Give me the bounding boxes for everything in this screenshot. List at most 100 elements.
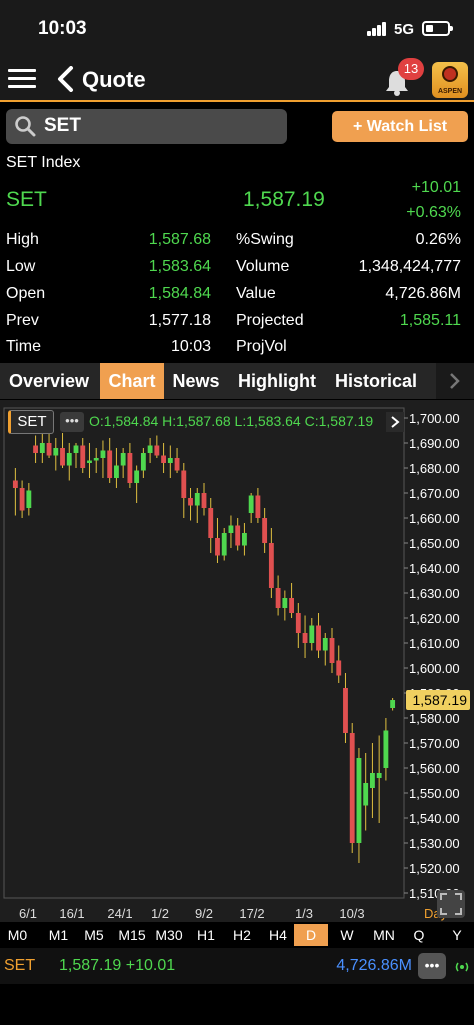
candle-body — [19, 488, 25, 511]
x-tick-label: 9/2 — [195, 906, 213, 921]
time-value: 10:03 — [170, 338, 211, 355]
candle-body — [369, 773, 375, 788]
fit-screen-icon[interactable] — [437, 890, 465, 918]
search-value: SET — [44, 115, 81, 136]
candle-body — [66, 453, 72, 466]
y-tick-label: 1,550.00 — [409, 786, 460, 801]
notification-badge[interactable]: 13 — [398, 58, 424, 80]
x-tick-label: 1/3 — [295, 906, 313, 921]
candle-body — [46, 443, 52, 456]
candle-body — [221, 533, 227, 556]
y-tick-label: 1,680.00 — [409, 461, 460, 476]
projected-value: 1,585.11 — [399, 312, 461, 329]
price-chart[interactable]: 1,700.00 1,690.00 1,680.00 1,670.00 1,660.00… — [0, 400, 474, 922]
timeframe-h1[interactable]: H1 — [197, 927, 215, 943]
open-label: Open — [6, 285, 46, 302]
candle-body — [73, 445, 79, 453]
y-tick-label: 1,520.00 — [409, 861, 460, 876]
add-watch-list-button[interactable]: + Watch List — [332, 111, 468, 142]
page-title: Quote — [82, 67, 146, 92]
x-tick-label: 24/1 — [107, 906, 132, 921]
low-value: 1,583.64 — [148, 258, 211, 275]
timeframe-m5[interactable]: M5 — [84, 927, 104, 943]
timeframe-mn[interactable]: MN — [373, 927, 395, 943]
x-tick-label: 17/2 — [239, 906, 264, 921]
timeframe-h2[interactable]: H2 — [233, 927, 251, 943]
candle-body — [147, 445, 153, 453]
chart-canvas[interactable]: 1,700.00 1,690.00 1,680.00 1,670.00 1,660.00… — [0, 400, 474, 922]
candle-body — [376, 773, 382, 778]
back-chevron-icon[interactable] — [56, 66, 74, 92]
candle-body — [33, 445, 39, 453]
candle-body — [194, 493, 200, 506]
value-value: 4,726.86M — [385, 285, 461, 302]
tab-historical[interactable]: Historical — [334, 371, 418, 391]
menu-icon[interactable] — [8, 68, 36, 90]
candle-body — [316, 625, 321, 651]
candle-body — [39, 443, 45, 453]
y-tick-label: 1,690.00 — [409, 436, 460, 451]
status-time: 10:03 — [38, 18, 87, 39]
tab-news[interactable]: News — [172, 371, 220, 391]
timeframe-q[interactable]: Q — [413, 927, 425, 943]
candle-body — [161, 455, 167, 463]
tab-chart[interactable]: Chart — [100, 363, 164, 399]
x-tick-label: 16/1 — [59, 906, 84, 921]
timeframe-m1[interactable]: M1 — [48, 927, 69, 943]
ohlc-expand-button[interactable] — [386, 412, 404, 432]
candle-body — [329, 638, 335, 663]
candle-body — [295, 613, 301, 633]
swing-value: 0.26% — [415, 231, 461, 248]
candle-body — [322, 638, 328, 651]
chevron-right-icon — [391, 416, 400, 428]
candle-body — [140, 453, 146, 471]
timeframe-m15[interactable]: M15 — [118, 927, 146, 943]
ticker-value: 4,726.86M — [336, 957, 412, 974]
candle-body — [302, 633, 308, 643]
aspen-logo[interactable]: ASPEN — [432, 62, 468, 98]
index-name: SET Index — [6, 154, 81, 171]
bottom-ticker[interactable]: SET 1,587.19 +10.01 4,726.86M ••• — [0, 948, 474, 984]
logo-text: ASPEN — [437, 88, 463, 95]
candle-body — [349, 733, 355, 843]
timeframe-d[interactable]: D — [294, 924, 328, 946]
candle-body — [107, 450, 113, 478]
search-icon — [15, 116, 36, 137]
ticker-more-button[interactable]: ••• — [418, 953, 446, 979]
ohlc-readout: O:1,584.84 H:1,587.68 L:1,583.64 C:1,587… — [89, 413, 374, 429]
timeframe-bar: M0 M1 M5 M15 M30 H1 H2 H4 D W MN Q Y — [0, 924, 474, 946]
tab-bar: Overview Chart News Highlight Historical — [0, 363, 474, 399]
tab-scroll-right[interactable] — [436, 363, 474, 399]
timeframe-y[interactable]: Y — [452, 927, 462, 943]
candle-body — [113, 465, 119, 478]
search-input[interactable]: SET — [6, 109, 287, 144]
plot-area — [3, 407, 405, 899]
chart-options-icon[interactable]: ••• — [60, 412, 84, 432]
candle-body — [127, 453, 133, 483]
nav-bar: Quote 13 ASPEN — [0, 58, 474, 102]
timeframe-m0[interactable]: M0 — [7, 927, 28, 943]
candle-body — [167, 458, 173, 463]
prev-label: Prev — [6, 312, 39, 329]
y-tick-label: 1,610.00 — [409, 636, 460, 651]
last-price-marker: 1,587.19 — [406, 690, 470, 711]
timeframe-h4[interactable]: H4 — [269, 927, 287, 943]
candle-body — [174, 458, 180, 471]
candle-body — [188, 498, 193, 506]
timeframe-w[interactable]: W — [340, 927, 354, 943]
cellular-signal-icon — [367, 22, 389, 36]
y-tick-label: 1,630.00 — [409, 586, 460, 601]
low-label: Low — [6, 258, 36, 275]
timeframe-m30[interactable]: M30 — [155, 927, 183, 943]
candle-body — [100, 450, 106, 458]
chart-symbol-tag[interactable]: SET — [8, 410, 54, 434]
candle-body — [383, 730, 389, 768]
candle-body — [201, 493, 207, 508]
tab-overview[interactable]: Overview — [8, 371, 90, 391]
y-tick-label: 1,540.00 — [409, 811, 460, 826]
price-change: +10.01 — [411, 179, 461, 196]
x-tick-label: 1/2 — [151, 906, 169, 921]
candle-body — [53, 448, 59, 456]
swing-label: %Swing — [236, 231, 294, 248]
tab-highlight[interactable]: Highlight — [238, 371, 316, 391]
